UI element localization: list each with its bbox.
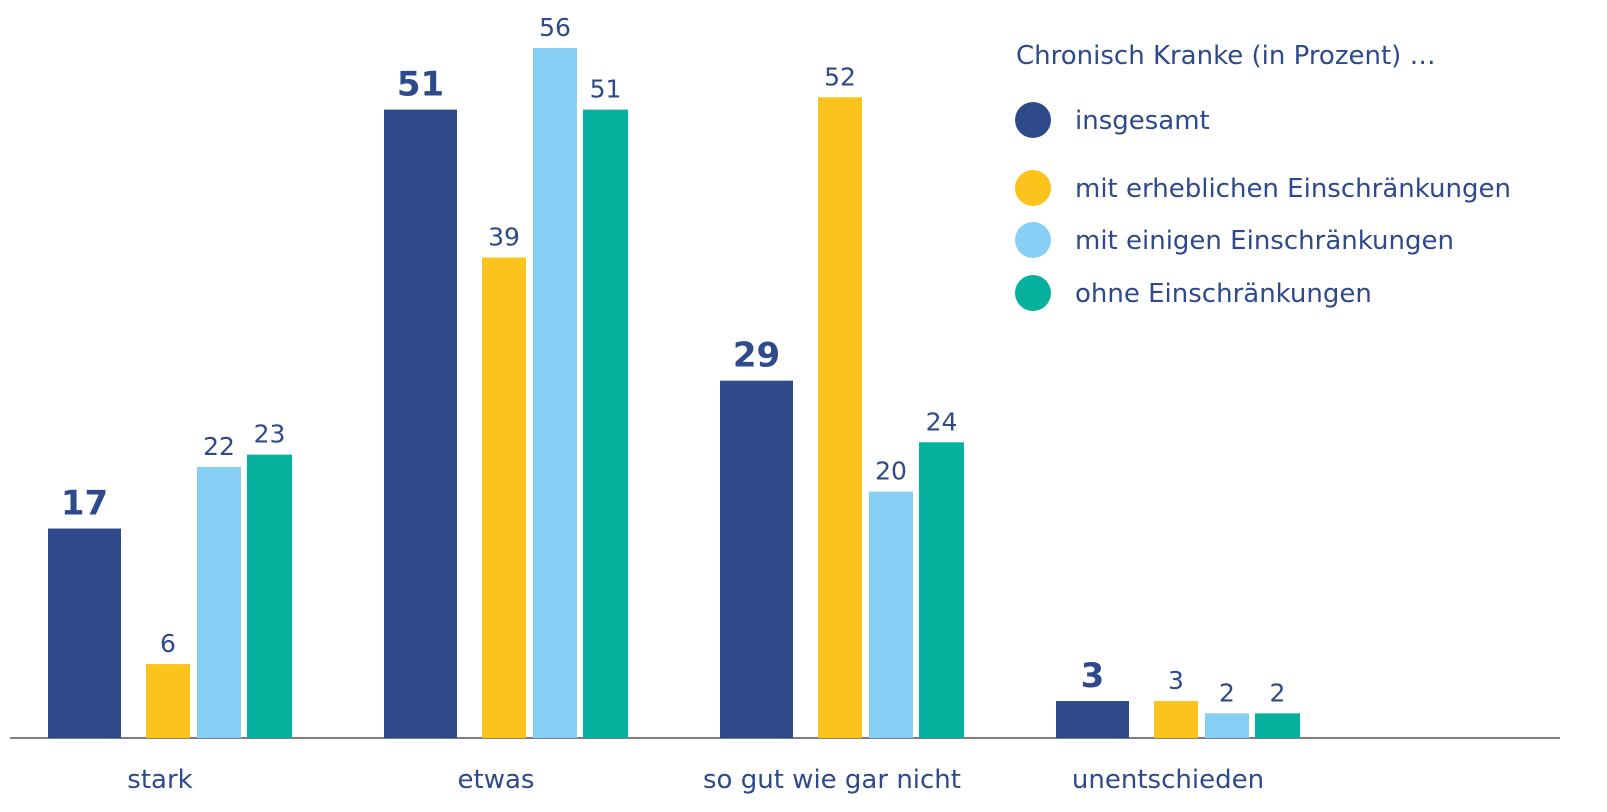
x-tick-label: unentschieden [1072,765,1264,795]
legend-marker [1015,102,1051,138]
bar [384,109,457,739]
bar [720,380,793,738]
bar [247,454,292,738]
value-label: 23 [254,420,286,449]
legend-label: mit einigen Einschränkungen [1075,226,1454,256]
value-label: 6 [160,629,176,658]
value-label: 20 [875,457,907,486]
x-tick-label: stark [127,765,192,795]
legend-label: mit erheblichen Einschränkungen [1075,174,1511,204]
value-label: 52 [824,62,856,91]
legend-marker [1015,170,1051,206]
value-label: 3 [1168,666,1184,695]
bar [1255,713,1300,738]
value-label: 3 [1081,656,1105,696]
bar [818,97,862,739]
value-label: 39 [488,222,520,251]
bar [1154,701,1198,738]
value-label: 2 [1270,678,1286,707]
bar [146,664,190,738]
value-label: 2 [1219,678,1235,707]
legend-label: ohne Einschränkungen [1075,279,1372,309]
x-tick-label: so gut wie gar nicht [703,765,961,795]
bar [482,257,526,738]
bar [533,48,577,738]
bar [1205,713,1249,738]
bar [48,528,121,738]
legend-marker [1015,275,1051,311]
value-label: 29 [733,336,780,376]
bar [919,442,964,738]
x-tick-label: etwas [458,765,535,795]
legend-title: Chronisch Kranke (in Prozent) … [1016,41,1436,71]
value-label: 51 [590,75,622,104]
value-label: 24 [926,407,958,436]
value-label: 17 [61,484,108,524]
value-label: 51 [397,65,444,105]
legend-marker [1015,222,1051,258]
legend-label: insgesamt [1075,106,1210,136]
bar [583,109,628,739]
bar [869,491,913,738]
value-label: 22 [203,432,235,461]
bar [1056,701,1129,738]
value-label: 56 [539,13,571,42]
bar [197,466,241,738]
